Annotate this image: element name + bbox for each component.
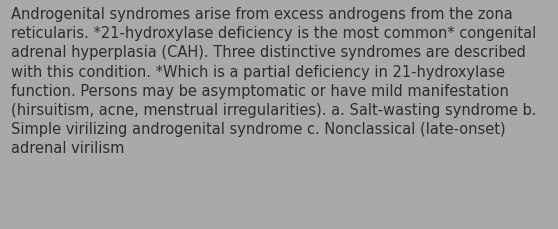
Text: Androgenital syndromes arise from excess androgens from the zona reticularis. *2: Androgenital syndromes arise from excess… <box>11 7 537 156</box>
